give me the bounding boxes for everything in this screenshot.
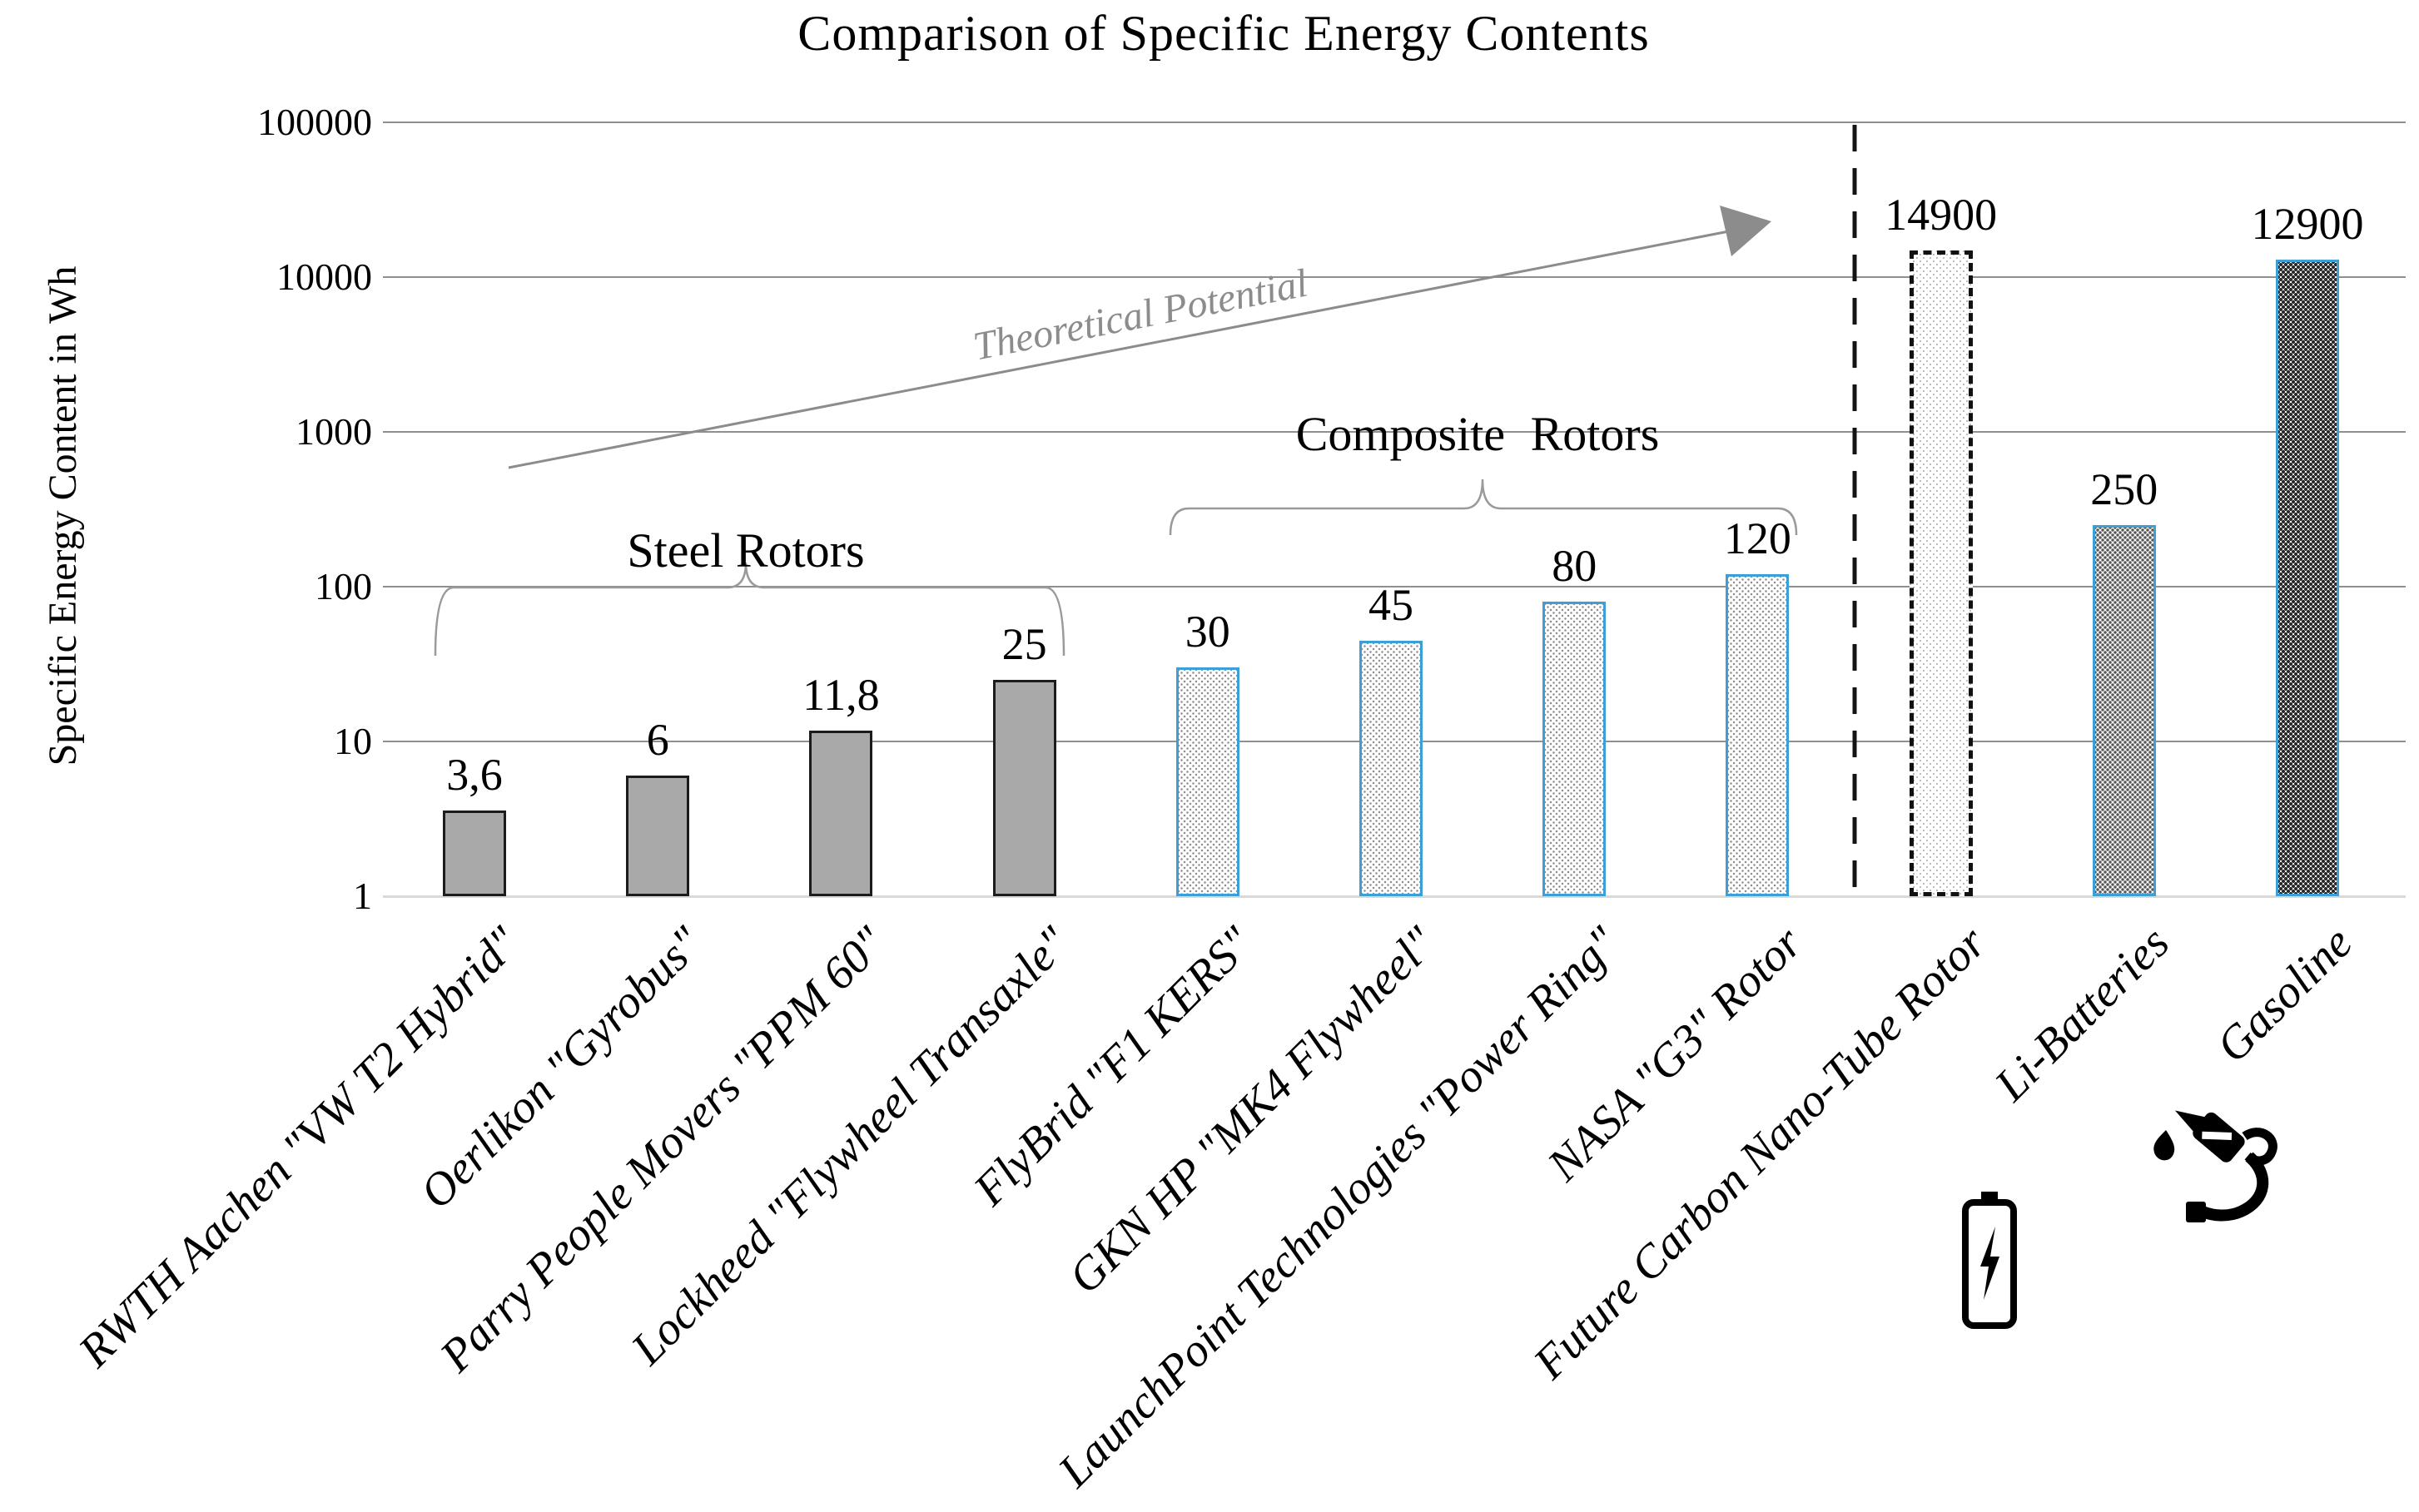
- gridline-100000: [383, 121, 2406, 123]
- fuel-pump-icon: [2153, 1110, 2277, 1222]
- bar-value-label: 6: [646, 715, 669, 766]
- composite-rotors-label: Composite Rotors: [1295, 407, 1660, 461]
- arrowhead-icon: [1720, 206, 1771, 256]
- bar-gasoline: [2276, 260, 2339, 896]
- y-axis-title: Specific Energy Content in Wh: [41, 265, 85, 766]
- y-tick-label: 100000: [257, 101, 372, 143]
- y-tick-label: 1000: [296, 410, 372, 453]
- bar-value-label: 25: [1001, 618, 1047, 669]
- bar-future: [1909, 250, 1973, 896]
- bar-value-label: 250: [2090, 464, 2158, 514]
- bar-value-label: 45: [1368, 579, 1413, 630]
- bar-value-label: 80: [1552, 541, 1597, 592]
- bar-value-label: 120: [1723, 513, 1791, 564]
- bar-value-label: 11,8: [802, 669, 880, 720]
- bar-value-label: 3,6: [446, 749, 503, 800]
- bar-steel: [992, 679, 1056, 896]
- steel-rotors-label: Steel Rotors: [627, 523, 865, 578]
- y-tick-label: 10000: [276, 255, 372, 298]
- bar-steel: [809, 730, 873, 896]
- battery-icon: [1962, 1192, 2017, 1329]
- y-tick-label: 100: [315, 565, 372, 607]
- bar-value-label: 12900: [2251, 199, 2364, 250]
- bar-battery: [2092, 524, 2156, 896]
- gridline-1: [383, 895, 2406, 898]
- chart-title: Comparison of Specific Energy Contents: [797, 6, 1650, 61]
- bar-composite: [1175, 667, 1239, 896]
- bar-value-label: 30: [1185, 607, 1230, 657]
- bar-composite: [1726, 574, 1790, 896]
- bar-composite: [1542, 602, 1607, 896]
- y-tick-label: 1: [353, 875, 372, 917]
- theoretical-potential-label: Theoretical Potential: [969, 260, 1312, 369]
- y-tick-label: 10: [334, 720, 372, 762]
- bar-value-label: 14900: [1885, 189, 1998, 240]
- bar-composite: [1359, 640, 1423, 896]
- gridline-100: [383, 586, 2406, 587]
- bar-steel: [443, 810, 506, 896]
- bar-steel: [626, 776, 690, 896]
